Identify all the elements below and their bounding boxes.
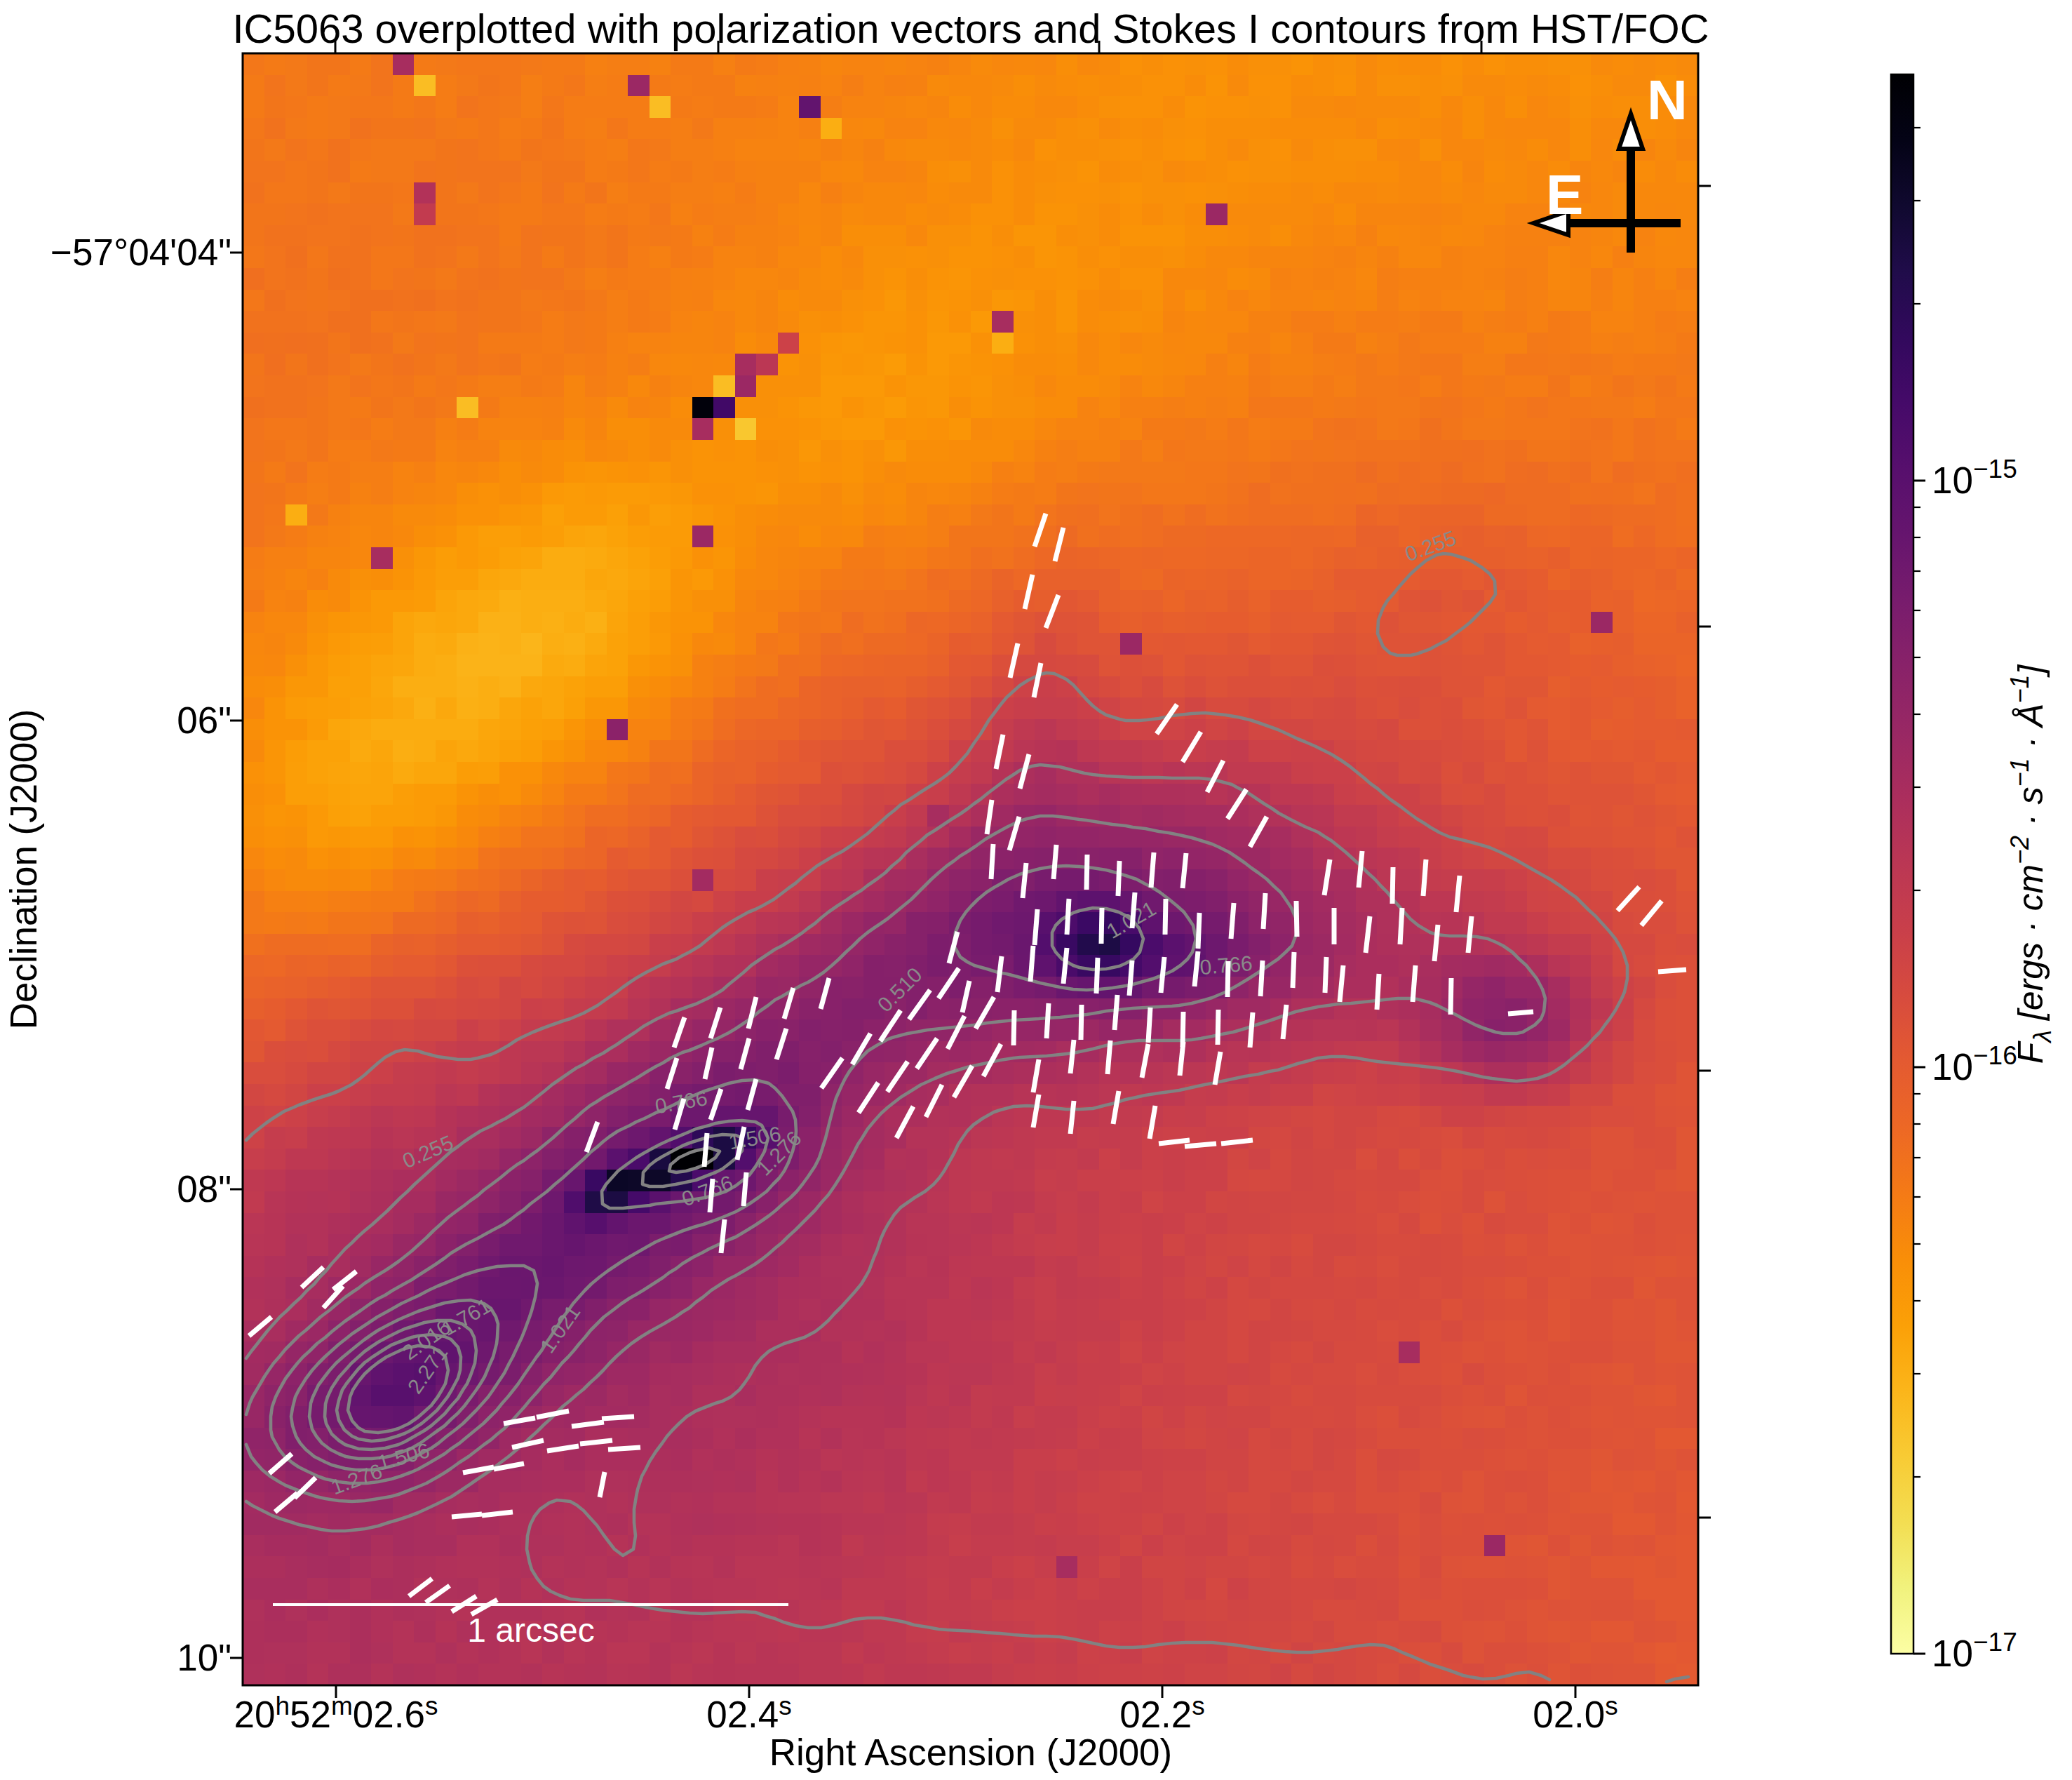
svg-text:−57°04'04": −57°04'04" (51, 232, 231, 273)
svg-text:06": 06" (177, 700, 231, 741)
svg-text:1 arcsec: 1 arcsec (467, 1612, 594, 1649)
svg-text:Right Ascension (J2000): Right Ascension (J2000) (769, 1732, 1173, 1773)
svg-text:IC5063 overplotted with polari: IC5063 overplotted with polarization vec… (232, 6, 1709, 51)
svg-text:Declination (J2000): Declination (J2000) (3, 709, 44, 1030)
svg-text:08": 08" (177, 1168, 231, 1210)
svg-text:E: E (1546, 163, 1583, 226)
svg-text:N: N (1647, 69, 1688, 131)
svg-text:10": 10" (177, 1637, 231, 1678)
